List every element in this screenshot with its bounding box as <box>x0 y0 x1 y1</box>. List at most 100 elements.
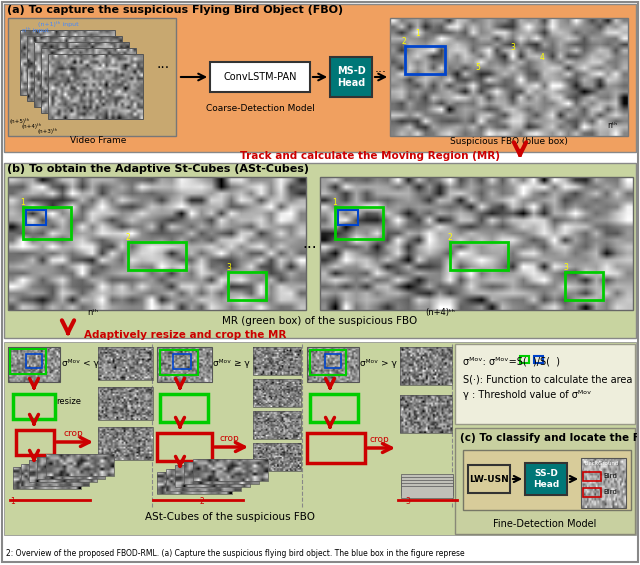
Bar <box>210 62 310 92</box>
Bar <box>307 347 359 382</box>
Bar <box>401 486 453 498</box>
Text: σᴹᵒᵛ ≥ γ: σᴹᵒᵛ ≥ γ <box>213 359 250 368</box>
Bar <box>401 474 453 486</box>
Text: Coarse-Detection Model: Coarse-Detection Model <box>205 104 314 113</box>
Text: 1: 1 <box>20 198 25 207</box>
Bar <box>166 469 241 490</box>
Bar <box>157 472 232 494</box>
Bar <box>335 207 383 239</box>
Text: (n+5)ᵗʰ: (n+5)ᵗʰ <box>10 118 30 124</box>
Text: crop: crop <box>63 429 83 438</box>
Bar <box>20 30 115 95</box>
Text: resize: resize <box>56 398 81 406</box>
Text: ASt-Cubes of the suspicious FBO: ASt-Cubes of the suspicious FBO <box>145 512 315 522</box>
Text: ...: ... <box>303 236 317 250</box>
Text: LW-USN: LW-USN <box>469 475 509 484</box>
Bar <box>128 242 186 270</box>
Text: crop: crop <box>370 435 390 444</box>
Bar <box>157 433 212 461</box>
Bar <box>253 347 301 375</box>
Text: 3: 3 <box>405 497 410 506</box>
Bar <box>193 459 268 481</box>
Bar <box>26 210 46 225</box>
Bar <box>581 458 626 508</box>
Bar <box>583 488 601 497</box>
Text: 5: 5 <box>475 63 480 72</box>
Bar <box>390 18 628 136</box>
Bar <box>307 433 365 463</box>
Bar <box>455 428 635 534</box>
Text: 4: 4 <box>540 53 545 62</box>
Bar <box>253 443 301 471</box>
Bar <box>4 163 636 338</box>
Text: (a) To capture the suspicious Flying Bird Object (FBO): (a) To capture the suspicious Flying Bir… <box>7 5 343 15</box>
Bar <box>468 465 510 493</box>
Text: MS-D
Head: MS-D Head <box>337 66 365 88</box>
Bar <box>29 460 97 483</box>
Text: ...: ... <box>156 57 170 71</box>
Bar <box>450 242 508 270</box>
Bar <box>310 350 346 375</box>
Bar <box>41 48 136 113</box>
Text: 1: 1 <box>415 29 420 38</box>
Text: ConvLSTM-PAN: ConvLSTM-PAN <box>223 72 297 82</box>
Bar <box>27 36 122 101</box>
Bar <box>401 477 453 489</box>
Bar <box>565 272 603 300</box>
Text: (n+3)ᵗʰ: (n+3)ᵗʰ <box>38 128 58 134</box>
Bar <box>320 177 633 310</box>
Bar <box>173 354 191 369</box>
Bar <box>98 427 153 460</box>
Text: (n+1)ᵗʰ input: (n+1)ᵗʰ input <box>38 21 79 27</box>
Text: nᵗʰ input: nᵗʰ input <box>22 27 49 33</box>
Bar <box>98 387 153 420</box>
Text: σᴹᵒᵛ: σᴹᵒᵛ=S(  )/S(  ): σᴹᵒᵛ: σᴹᵒᵛ=S( )/S( ) <box>463 356 560 366</box>
Text: 2: 2 <box>200 497 205 506</box>
Text: MR (green box) of the suspicious FBO: MR (green box) of the suspicious FBO <box>222 316 418 326</box>
Text: 3: 3 <box>510 43 515 52</box>
Bar <box>228 272 266 300</box>
Bar <box>8 18 176 136</box>
Bar <box>8 177 306 310</box>
Text: 2: 2 <box>126 233 131 242</box>
Bar <box>175 466 250 488</box>
Bar <box>338 210 358 225</box>
Text: Track and calculate the Moving Region (MR): Track and calculate the Moving Region (M… <box>240 151 500 161</box>
Text: σᴹᵒᵛ > γ: σᴹᵒᵛ > γ <box>360 359 397 368</box>
Text: Video Frame: Video Frame <box>70 136 126 145</box>
Bar <box>4 342 636 535</box>
Text: Adaptively resize and crop the MR: Adaptively resize and crop the MR <box>84 330 286 340</box>
Bar <box>21 464 89 486</box>
Bar <box>26 354 42 368</box>
Bar <box>34 42 129 107</box>
Bar <box>48 54 143 119</box>
Text: 2: Overview of the proposed FBOD-RML. (a) Capture the suspicious flying bird obj: 2: Overview of the proposed FBOD-RML. (a… <box>6 549 465 558</box>
Text: σᴹᵒᵛ < γ: σᴹᵒᵛ < γ <box>62 359 99 368</box>
Bar <box>405 46 445 74</box>
Text: S(·): Function to calculate the area: S(·): Function to calculate the area <box>463 374 632 384</box>
Bar <box>253 411 301 439</box>
Bar <box>160 394 208 422</box>
Text: 2: 2 <box>448 233 452 242</box>
Bar <box>520 356 529 363</box>
Text: (c) To classify and locate the FBO: (c) To classify and locate the FBO <box>460 433 640 443</box>
Bar <box>455 344 635 424</box>
Bar <box>401 483 453 495</box>
Text: crop: crop <box>220 434 240 443</box>
Bar <box>525 463 567 495</box>
Text: nᵗʰ: nᵗʰ <box>88 308 99 317</box>
Text: (n+4)ᵗʰ: (n+4)ᵗʰ <box>425 308 455 317</box>
Text: SS-D
Head: SS-D Head <box>533 470 559 489</box>
Bar <box>400 347 452 385</box>
Text: 1: 1 <box>332 198 337 207</box>
Bar <box>16 430 54 455</box>
Text: *BackGround: *BackGround <box>583 461 620 466</box>
Text: 3: 3 <box>226 263 231 272</box>
Bar <box>23 207 71 239</box>
Bar <box>13 394 55 419</box>
Bar <box>534 356 543 363</box>
Text: Suspicious FBO (blue box): Suspicious FBO (blue box) <box>450 137 568 146</box>
Bar <box>325 354 341 368</box>
Text: 1: 1 <box>10 497 15 506</box>
Text: Bird: Bird <box>603 489 617 495</box>
